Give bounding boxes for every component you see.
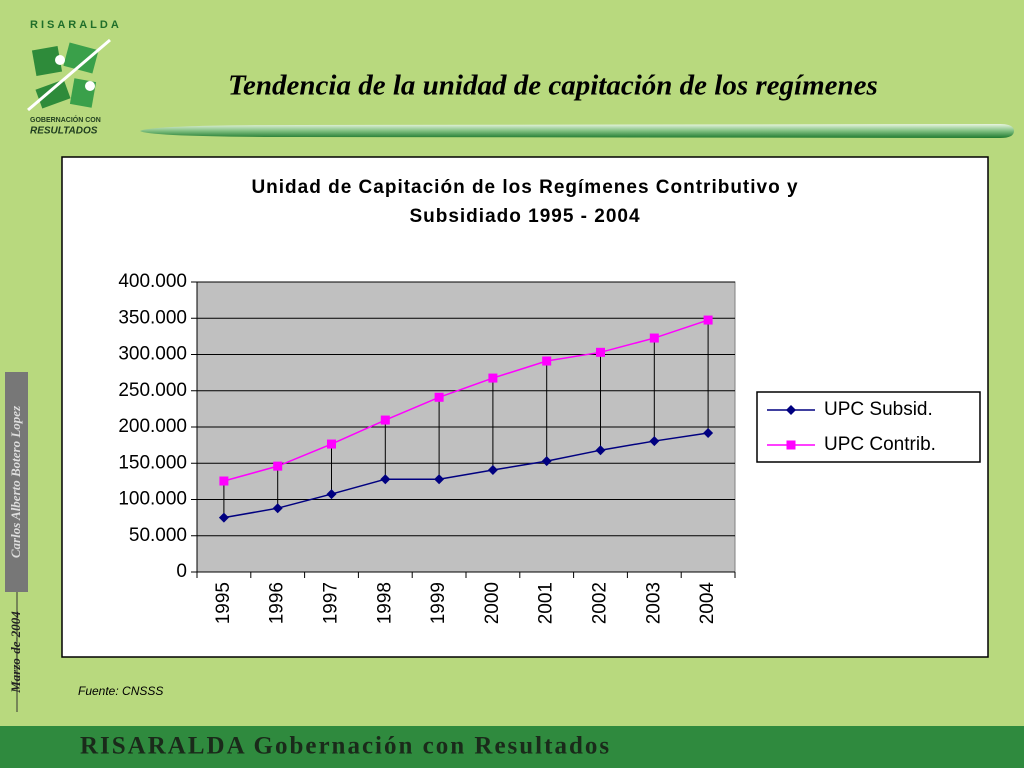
series-line [223, 319, 709, 482]
x-tick-label: 2002 [590, 582, 611, 624]
x-tick-label: 2003 [643, 582, 664, 624]
series-line [223, 432, 709, 519]
marker [219, 476, 229, 486]
y-tick-label: 0 [176, 561, 187, 582]
x-tick-label: 1996 [267, 582, 288, 624]
footer-text: RISARALDA Gobernación con Resultados [80, 733, 611, 760]
chart-title: Unidad de Capitación de los Regímenes Co… [251, 177, 798, 198]
marker [434, 392, 444, 402]
x-tick-label: 2004 [697, 582, 718, 625]
side-author: Carlos Alberto Botero Lopez [8, 405, 23, 558]
marker [488, 373, 498, 383]
marker [542, 356, 552, 366]
y-tick-label: 300.000 [118, 344, 187, 365]
legend-label: UPC Contrib. [824, 434, 936, 455]
marker [703, 315, 713, 325]
marker [649, 333, 659, 343]
side-date: Marzo-de-2004 [8, 611, 23, 694]
marker [380, 474, 391, 485]
marker [434, 474, 445, 485]
footer-bar [0, 726, 1024, 768]
marker [786, 440, 796, 450]
marker [596, 347, 605, 357]
chart: Unidad de Capitación de los Regímenes Co… [118, 177, 981, 625]
y-tick-label: 50.000 [129, 525, 187, 546]
logo-name: RISARALDA [30, 19, 122, 31]
title-rule [140, 124, 1014, 138]
y-tick-label: 350.000 [118, 307, 187, 328]
logo [27, 38, 111, 112]
marker [595, 445, 606, 456]
x-tick-label: 1999 [428, 582, 449, 624]
chart-title: Subsidiado 1995 - 2004 [409, 206, 640, 227]
marker [273, 461, 283, 471]
y-tick-label: 100.000 [118, 489, 187, 510]
side-box [5, 372, 28, 592]
x-tick-label: 1997 [321, 582, 342, 624]
marker [218, 512, 229, 523]
x-tick-label: 1998 [374, 582, 395, 624]
marker [786, 405, 796, 415]
marker [703, 428, 714, 439]
x-tick-label: 1995 [213, 582, 234, 624]
marker [380, 415, 390, 425]
marker [272, 503, 283, 514]
logo-motto: RESULTADOS [30, 126, 98, 137]
y-tick-label: 400.000 [118, 271, 187, 292]
marker [326, 489, 337, 500]
source: Fuente: CNSSS [78, 684, 163, 698]
x-tick-label: 2000 [482, 582, 503, 624]
marker [487, 464, 498, 475]
x-tick-label: 2001 [536, 582, 557, 624]
y-tick-label: 250.000 [118, 380, 187, 401]
legend [756, 391, 981, 463]
slide-title: Tendencia de la unidad de capitación de … [228, 70, 878, 102]
marker [327, 439, 336, 449]
marker [541, 456, 552, 467]
logo-motto: GOBERNACIÓN CON [30, 115, 101, 124]
marker [649, 436, 660, 447]
y-tick-label: 150.000 [118, 452, 187, 473]
y-tick-label: 200.000 [118, 416, 187, 437]
legend-label: UPC Subsid. [824, 399, 933, 420]
